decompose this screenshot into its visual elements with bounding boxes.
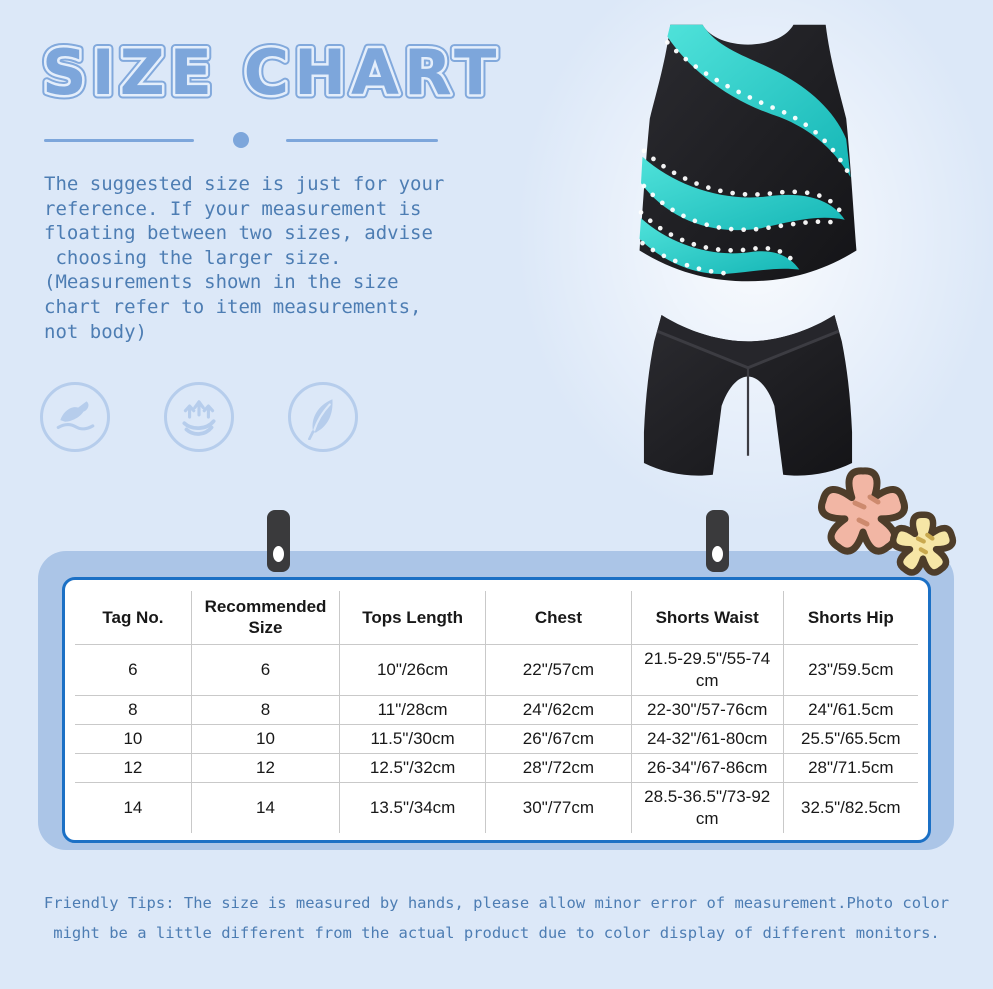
stretch-arrows-icon xyxy=(182,400,216,436)
friendly-tips: Friendly Tips: The size is measured by h… xyxy=(43,894,950,942)
table-cell: 13.5"/34cm xyxy=(339,781,487,834)
table-cell: 8 xyxy=(74,694,192,725)
size-description: The suggested size is just for your refe… xyxy=(44,173,445,343)
table-header-cell: Shorts Hip xyxy=(782,590,919,645)
table-cell: 32.5"/82.5cm xyxy=(782,781,919,834)
table-row: 10 10 11.5"/30cm 26"/67cm 24-32"/61-80cm 25.5… xyxy=(74,723,919,754)
crop-top xyxy=(638,24,857,282)
svg-text:SIZE CHART: SIZE CHART xyxy=(42,36,501,109)
table-cell: 12 xyxy=(190,752,341,783)
table-row: 14 14 13.5"/34cm 30"/77cm 28.5-36.5"/73-92 c… xyxy=(74,781,919,834)
table-cell: 22"/57cm xyxy=(485,643,632,696)
svg-text:SIZE CHART: SIZE CHART xyxy=(42,36,501,109)
feature-feather-light xyxy=(288,382,358,452)
table-cell: 11"/28cm xyxy=(339,694,487,725)
table-header-cell: Shorts Waist xyxy=(630,590,784,645)
table-cell: 26-34"/67-86cm xyxy=(630,752,784,783)
size-table-box: Tag No. Recommended Size Tops Length Chest S… xyxy=(62,577,931,843)
feature-stretch-breathable xyxy=(164,382,234,452)
size-table-header: Tag No. Recommended Size Tops Length Chest S… xyxy=(74,590,919,645)
divider-line-left xyxy=(44,139,194,142)
table-header-cell: Chest xyxy=(485,590,632,645)
table-cell: 14 xyxy=(190,781,341,834)
table-row: 12 12 12.5"/32cm 28"/72cm 26-34"/67-86cm 28"/… xyxy=(74,752,919,783)
table-cell: 10 xyxy=(190,723,341,754)
table-cell: 14 xyxy=(74,781,192,834)
table-header-row: Tag No. Recommended Size Tops Length Chest S… xyxy=(74,590,919,645)
table-row: 6 6 10"/26cm 22"/57cm 21.5-29.5"/55-74 cm 23"… xyxy=(74,643,919,696)
feature-soft-hand xyxy=(40,382,110,452)
flower-decoration xyxy=(818,467,957,576)
clip-left xyxy=(267,510,290,572)
table-cell: 24"/62cm xyxy=(485,694,632,725)
table-cell: 30"/77cm xyxy=(485,781,632,834)
table-cell: 24"/61.5cm xyxy=(782,694,919,725)
size-table: Tag No. Recommended Size Tops Length Chest S… xyxy=(74,590,919,834)
clip-right-hole xyxy=(712,546,723,562)
table-cell: 28"/71.5cm xyxy=(782,752,919,783)
size-table-body: 6 6 10"/26cm 22"/57cm 21.5-29.5"/55-74 cm 23"… xyxy=(74,643,919,834)
clip-left-hole xyxy=(273,546,284,562)
pink-flower xyxy=(818,467,908,555)
table-cell: 24-32"/61-80cm xyxy=(630,723,784,754)
table-header-cell: Recommended Size xyxy=(190,590,341,645)
table-cell: 26"/67cm xyxy=(485,723,632,754)
table-cell: 11.5"/30cm xyxy=(339,723,487,754)
feather-icon xyxy=(308,399,333,440)
svg-text:SIZE CHART: SIZE CHART xyxy=(42,36,501,109)
table-cell: 28"/72cm xyxy=(485,752,632,783)
table-cell: 8 xyxy=(190,694,341,725)
feature-icons-row xyxy=(40,382,358,452)
table-header-cell: Tag No. xyxy=(74,590,192,645)
page-title: SIZE CHART SIZE CHART SIZE CHART xyxy=(38,32,501,114)
table-cell: 21.5-29.5"/55-74 cm xyxy=(630,643,784,696)
table-cell: 6 xyxy=(74,643,192,696)
table-cell: 28.5-36.5"/73-92 cm xyxy=(630,781,784,834)
shorts xyxy=(643,314,853,476)
table-cell: 12 xyxy=(74,752,192,783)
table-cell: 12.5"/32cm xyxy=(339,752,487,783)
table-cell: 25.5"/65.5cm xyxy=(782,723,919,754)
table-cell: 6 xyxy=(190,643,341,696)
table-cell: 22-30"/57-76cm xyxy=(630,694,784,725)
table-cell: 10"/26cm xyxy=(339,643,487,696)
hand-icon xyxy=(56,401,95,431)
divider-line-right xyxy=(286,139,438,142)
product-image xyxy=(638,24,857,476)
table-row: 8 8 11"/28cm 24"/62cm 22-30"/57-76cm 24"/61.5… xyxy=(74,694,919,725)
table-cell: 10 xyxy=(74,723,192,754)
table-header-cell: Tops Length xyxy=(339,590,487,645)
rhinestone-dots xyxy=(638,40,852,277)
divider-dot xyxy=(233,132,249,148)
clip-right xyxy=(706,510,729,572)
table-cell: 23"/59.5cm xyxy=(782,643,919,696)
yellow-flower xyxy=(889,511,957,576)
